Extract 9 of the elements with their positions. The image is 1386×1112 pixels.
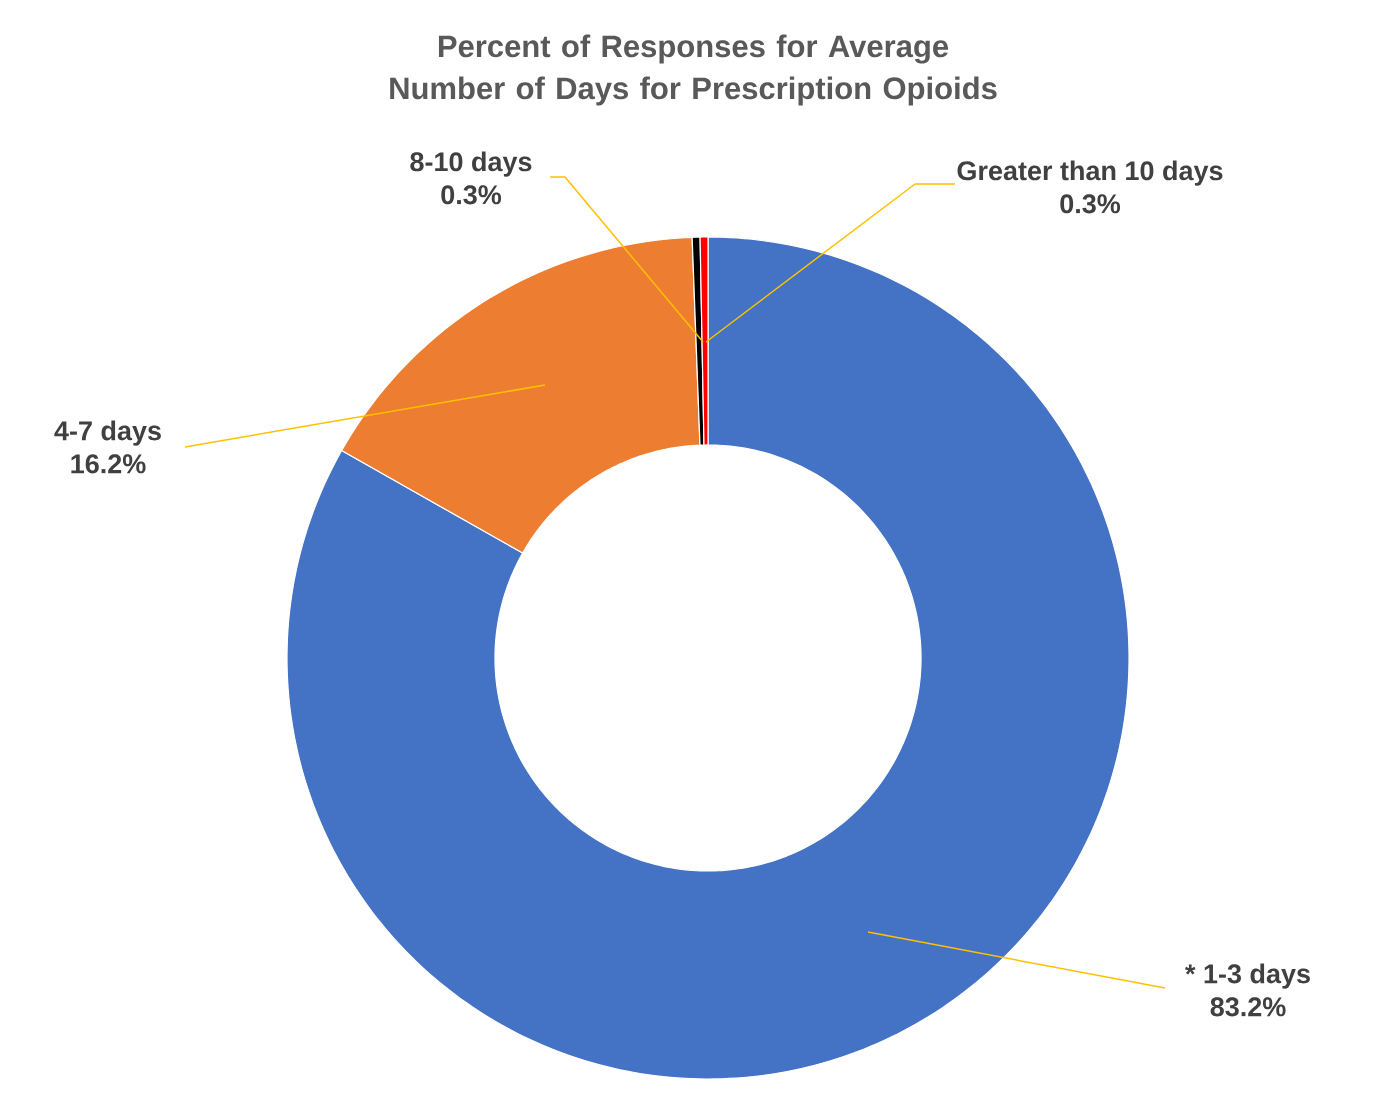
data-label: 16.2% xyxy=(71,454,146,474)
chart-title: Percent of Responses for Average Number of Days for Prescription Opioids xyxy=(390,34,997,106)
data-label: 0.3% xyxy=(441,185,502,205)
slice-label: Greater than 10 days xyxy=(957,160,1223,186)
data-label: 0.3% xyxy=(1060,194,1121,214)
slice-label: 4-7 days xyxy=(54,420,161,446)
slice-label: 8-10 days xyxy=(410,151,532,177)
data-label: 83.2% xyxy=(1210,997,1286,1017)
slice-label: * 1-3 days xyxy=(1185,963,1310,989)
